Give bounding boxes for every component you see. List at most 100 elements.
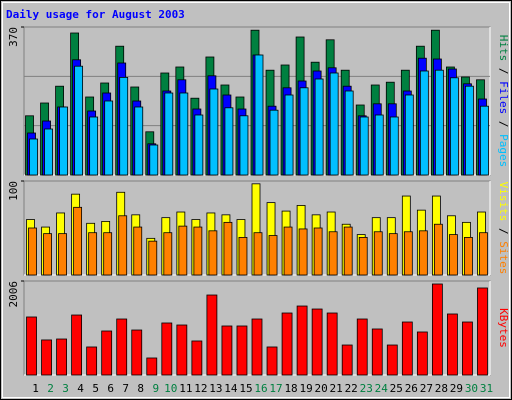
bar [104, 100, 114, 176]
legend-separator: / [497, 114, 510, 134]
bar [43, 233, 52, 276]
legend: Visits / Sites [497, 182, 510, 275]
x-tick-label: 4 [77, 382, 84, 395]
bar [253, 232, 263, 276]
bar [298, 228, 308, 276]
x-tick-label: 24 [375, 382, 389, 395]
bar [344, 90, 354, 176]
bar [191, 340, 203, 376]
bar [480, 105, 489, 176]
x-tick-label: 30 [465, 382, 478, 395]
bar [133, 226, 143, 276]
y-tick-label: 370 [7, 27, 20, 47]
bar [118, 215, 128, 276]
bar [404, 94, 414, 176]
x-tick-label: 11 [179, 382, 192, 395]
x-tick-label: 23 [360, 382, 373, 395]
legend-entry: Sites [497, 241, 510, 274]
bar [89, 116, 99, 176]
x-tick-label: 20 [315, 382, 328, 395]
x-tick-label: 21 [330, 382, 343, 395]
x-tick-label: 8 [137, 382, 144, 395]
bar [88, 232, 98, 276]
bar [71, 314, 83, 376]
bar [29, 138, 38, 176]
bar [44, 128, 53, 176]
bar [176, 324, 188, 376]
bar [299, 87, 309, 176]
bar [464, 236, 473, 276]
bar [433, 223, 443, 276]
bar [239, 115, 249, 176]
bar [356, 318, 368, 376]
bar [41, 339, 52, 376]
x-tick-label: 28 [435, 382, 448, 395]
legend-entry: Visits [497, 182, 510, 222]
bar [238, 236, 248, 276]
bar [59, 106, 68, 176]
bar [73, 206, 83, 276]
bar [58, 233, 67, 276]
bar [283, 226, 293, 276]
bar [465, 85, 474, 176]
bar [208, 230, 218, 276]
bar [164, 92, 174, 176]
bar [359, 116, 369, 176]
bar [224, 107, 234, 176]
bar [146, 357, 158, 376]
bar [26, 316, 37, 376]
bar [134, 106, 144, 176]
bar [418, 230, 428, 276]
bar [178, 225, 188, 276]
x-tick-label: 18 [284, 382, 297, 395]
bar [401, 321, 413, 376]
bar [311, 308, 323, 376]
x-tick-label: 2 [47, 382, 54, 395]
bar [193, 226, 203, 276]
x-tick-label: 3 [62, 382, 69, 395]
bar [388, 233, 398, 276]
bar [371, 328, 383, 376]
x-tick-label: 7 [122, 382, 129, 395]
legend-entry: Files [497, 81, 510, 114]
x-tick-label: 1 [32, 382, 39, 395]
bar [386, 344, 398, 376]
legend-separator: / [497, 221, 510, 241]
bar [416, 331, 428, 376]
bar [101, 330, 113, 376]
bar [269, 109, 279, 176]
x-tick-label: 14 [224, 382, 238, 395]
bar [450, 77, 459, 176]
bar [329, 72, 339, 176]
bar [161, 322, 173, 376]
legend-entry: Hits [497, 35, 510, 62]
bar [251, 318, 263, 376]
bar [194, 114, 204, 176]
bar [266, 346, 278, 376]
bar [389, 116, 399, 176]
bar [479, 232, 488, 276]
legend: Hits / Files / Pages [497, 35, 510, 168]
bar [56, 338, 67, 376]
bar [374, 114, 384, 176]
bar [163, 232, 173, 276]
bar [209, 88, 219, 176]
x-tick-label: 9 [152, 382, 159, 395]
legend-entry: Pages [497, 134, 510, 167]
x-tick-label: 13 [209, 382, 222, 395]
x-tick-label: 27 [420, 382, 433, 395]
bar [341, 344, 353, 376]
bar [281, 312, 293, 376]
bar [328, 231, 338, 276]
bar [119, 77, 129, 176]
bar [103, 232, 113, 276]
x-tick-label: 5 [92, 382, 99, 395]
bar [131, 329, 143, 376]
x-tick-label: 25 [390, 382, 403, 395]
bar [477, 287, 488, 376]
bar [326, 312, 338, 376]
bar [431, 283, 443, 376]
bar [236, 325, 248, 376]
